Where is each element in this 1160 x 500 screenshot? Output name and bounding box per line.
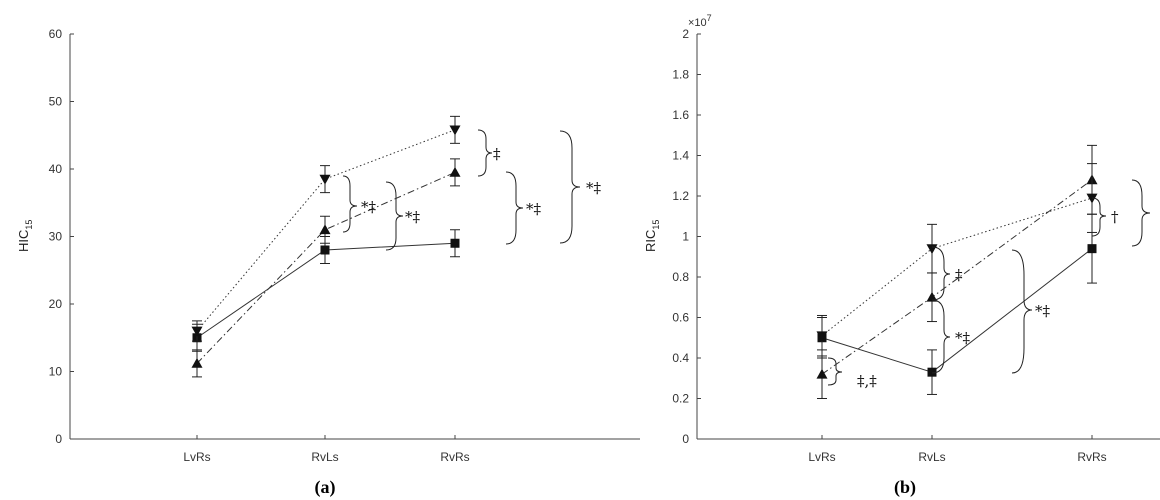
- a-data-point-square: [450, 238, 460, 248]
- a-series-line-triangle-up: [196, 171, 456, 364]
- sig-label-a3: *‡: [405, 208, 421, 226]
- b-y-tick-label: 1.6: [672, 108, 689, 122]
- b-y-tick-label: 0: [682, 432, 689, 446]
- a-series-line-square: [196, 242, 456, 339]
- panel-a-y-axis-label: HIC15: [16, 220, 34, 252]
- a-y-tick-label: 10: [49, 365, 63, 379]
- sig-label-b3: *‡: [955, 329, 971, 347]
- a-data-point-triangle-up: [319, 224, 331, 235]
- b-x-tick-label: LvRs: [808, 450, 835, 464]
- panel-a-y-label-sub: 15: [24, 220, 34, 230]
- panel-b-significance-brackets: [827, 179, 1151, 386]
- panel-b-axes: 0 0.2 0.4 0.6 0.8 1 1.2 1.4 1.6 1.8 2 LvRs RvLs RvRs: [672, 27, 1160, 464]
- panel-b-y-exponent-power: 7: [707, 13, 712, 23]
- b-x-tick-label: RvLs: [918, 450, 945, 464]
- sig-label-a5: *‡: [586, 179, 602, 197]
- b-y-tick-label: 1.8: [672, 68, 689, 82]
- a-y-tick-label: 40: [49, 162, 63, 176]
- a-x-tick-label: RvLs: [311, 450, 338, 464]
- b-data-point-triangle-down: [816, 331, 828, 342]
- a-y-tick-label: 0: [55, 432, 62, 446]
- b-y-tick-label: 0.2: [672, 392, 689, 406]
- a-data-point-triangle-down: [191, 326, 203, 337]
- b-data-point-triangle-up: [816, 368, 828, 379]
- panel-b-y-exponent: ×107: [688, 13, 712, 29]
- a-data-point-triangle-down: [449, 125, 461, 136]
- panel-a-marks: [191, 115, 461, 378]
- panel-a-y-label-main: HIC: [16, 230, 31, 252]
- b-y-tick-label: 1.4: [672, 149, 689, 163]
- b-data-point-square: [927, 367, 937, 377]
- a-data-point-triangle-up: [449, 166, 461, 177]
- panel-b-y-label-sub: 15: [651, 220, 661, 230]
- panel-a-axes: 0 10 20 30 40 50 60 LvRs RvLs RvRs: [49, 27, 640, 464]
- sig-label-b5: †: [1111, 208, 1119, 226]
- sig-label-a2: *‡: [361, 198, 377, 216]
- a-x-tick-label: RvRs: [440, 450, 469, 464]
- b-x-tick-label: RvRs: [1077, 450, 1106, 464]
- sig-label-b1: ‡,‡: [857, 372, 877, 390]
- a-x-tick-label: LvRs: [183, 450, 210, 464]
- b-y-tick-label: 2: [682, 27, 689, 41]
- b-y-tick-label: 0.6: [672, 311, 689, 325]
- b-y-tick-label: 1.2: [672, 189, 689, 203]
- a-y-tick-label: 60: [49, 27, 63, 41]
- panel-b-label: (b): [894, 477, 916, 498]
- a-data-point-triangle-up: [191, 357, 203, 368]
- panel-a-significance-brackets: [342, 129, 581, 251]
- panel-a-label: (a): [315, 477, 336, 498]
- b-y-tick-label: 1: [682, 230, 689, 244]
- sig-label-a4: *‡: [526, 200, 542, 218]
- a-y-tick-label: 20: [49, 297, 63, 311]
- a-data-point-square: [320, 245, 330, 255]
- b-y-tick-label: 0.8: [672, 270, 689, 284]
- b-data-point-triangle-down: [926, 244, 938, 255]
- b-data-point-square: [1087, 244, 1097, 254]
- panel-b-y-exponent-base: ×10: [688, 17, 707, 29]
- sig-label-b4: *‡: [1035, 302, 1051, 320]
- a-y-tick-label: 30: [49, 230, 63, 244]
- b-y-tick-label: 0.4: [672, 351, 689, 365]
- b-data-point-triangle-up: [926, 291, 938, 302]
- panel-b-y-axis-label: RIC15: [643, 220, 661, 252]
- a-data-point-triangle-down: [319, 174, 331, 185]
- panel-b-y-label-main: RIC: [643, 230, 658, 252]
- sig-label-a1: ‡: [493, 145, 501, 163]
- a-y-tick-label: 50: [49, 95, 63, 109]
- sig-label-b2: ‡: [955, 266, 963, 284]
- b-data-point-triangle-down: [1086, 193, 1098, 204]
